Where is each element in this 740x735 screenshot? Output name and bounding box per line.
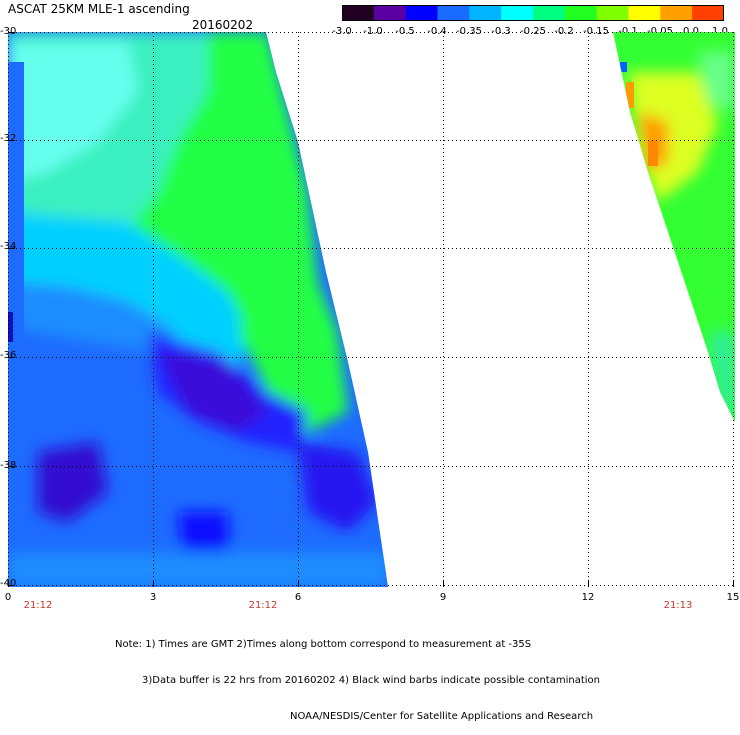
y-tick-label: -32 <box>0 133 17 144</box>
map-date: 20160202 <box>192 18 254 32</box>
colorbar-swatch <box>342 5 375 21</box>
colorbar-label: -3.0 <box>332 26 352 37</box>
colorbar <box>342 5 724 21</box>
y-tick-label: -36 <box>0 350 17 361</box>
colorbar-label: -0.1 <box>618 26 638 37</box>
x-tick-label: 3 <box>149 592 157 603</box>
note-line-3: NOAA/NESDIS/Center for Satellite Applica… <box>290 711 594 722</box>
colorbar-label: -1.0 <box>363 26 383 37</box>
colorbar-swatch <box>628 5 661 21</box>
colorbar-label: -0.3 <box>491 26 511 37</box>
y-tick-label: -40 <box>0 578 17 589</box>
x-tick-label: 9 <box>439 592 447 603</box>
axis-tick-marks <box>8 32 734 587</box>
map-title: ASCAT 25KM MLE-1 ascending <box>8 2 190 16</box>
colorbar-swatch <box>501 5 534 21</box>
note-line-1: Note: 1) Times are GMT 2)Times along bot… <box>115 639 532 650</box>
colorbar-swatch <box>469 5 502 21</box>
y-tick-label: -34 <box>0 241 17 252</box>
colorbar-swatch <box>405 5 438 21</box>
colorbar-swatch <box>373 5 407 21</box>
time-label: 21:13 <box>663 600 693 611</box>
wind-map-plot <box>8 32 735 587</box>
x-tick-label: 12 <box>581 592 595 603</box>
footnotes: Note: 1) Times are GMT 2)Times along bot… <box>115 615 600 735</box>
y-tick-label: -30 <box>0 26 17 37</box>
colorbar-label: -0.5 <box>395 26 415 37</box>
colorbar-swatch <box>692 5 724 21</box>
colorbar-swatch <box>564 5 598 21</box>
x-tick-label: 0 <box>4 592 12 603</box>
colorbar-label: -0.25 <box>520 26 546 37</box>
colorbar-swatch <box>596 5 629 21</box>
note-line-2: 3)Data buffer is 22 hrs from 20160202 4)… <box>142 675 600 686</box>
x-tick-label: 15 <box>726 592 740 603</box>
y-tick-label: -38 <box>0 460 17 471</box>
x-tick-label: 6 <box>294 592 302 603</box>
colorbar-swatch <box>533 5 566 21</box>
right-swath <box>613 32 735 422</box>
colorbar-frame <box>342 5 724 21</box>
left-edge-strip <box>8 62 24 342</box>
left-edge-dark <box>8 312 13 342</box>
colorbar-label: -0.35 <box>456 26 482 37</box>
time-label: 21:12 <box>248 600 278 611</box>
time-label: 21:12 <box>23 600 53 611</box>
colorbar-swatch <box>437 5 470 21</box>
colorbar-label: -0.15 <box>583 26 609 37</box>
colorbar-label: -0.05 <box>647 26 673 37</box>
colorbar-swatch <box>660 5 693 21</box>
colorbar-label: 1.0 <box>712 26 728 37</box>
colorbar-label: 0.0 <box>683 26 699 37</box>
colorbar-label: -0.4 <box>427 26 447 37</box>
lat-lon-grid <box>8 32 735 587</box>
colorbar-label: -0.2 <box>554 26 574 37</box>
left-swath <box>8 32 388 587</box>
